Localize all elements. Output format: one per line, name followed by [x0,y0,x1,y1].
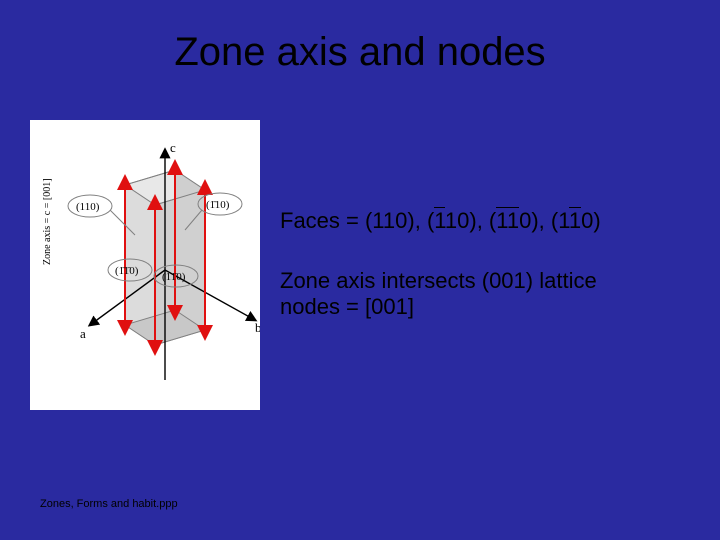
footer-text: Zones, Forms and habit.ppp [40,498,178,510]
axis-c-label: c [170,140,176,155]
axis-a-label: a [80,326,86,341]
face-label-11bar0: (11̄0) [162,271,186,283]
slide-title: Zone axis and nodes [0,30,720,75]
faces-item-1: (110) [427,207,477,233]
zone-axis-label: Zone axis = c = [001] [42,178,53,265]
diagram-svg: c a b (110) (1̄10) (1̄1̄0) (11̄0) Zone a… [30,120,260,410]
zone-axis-text: Zone axis intersects (001) lattice nodes… [280,268,700,321]
faces-text: Faces = (110), (110), (110), (110) [280,208,710,234]
faces-item-2: (110) [489,207,539,233]
zone-line-1: Zone axis intersects (001) lattice [280,268,700,294]
face-label-110: (110) [76,201,100,213]
zone-line-2: nodes = [001] [280,294,700,320]
slide: Zone axis and nodes [0,0,720,540]
faces-item-3: (110) [551,207,601,233]
face-label-1bar1bar0: (1̄1̄0) [115,265,139,277]
faces-prefix: Faces = [280,208,365,233]
crystal-diagram: c a b (110) (1̄10) (1̄1̄0) (11̄0) Zone a… [30,120,260,410]
axis-b-label: b [255,320,260,335]
face-label-1bar10: (1̄10) [206,199,230,211]
faces-item-0: (110) [365,208,415,233]
